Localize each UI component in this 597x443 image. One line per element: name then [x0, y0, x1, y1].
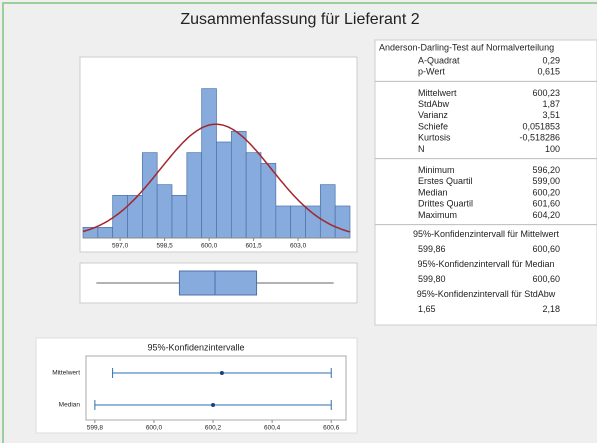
stat-name: Median [418, 187, 448, 197]
histogram-bar [230, 130, 247, 239]
histogram-bar [275, 205, 292, 239]
histogram-bar [334, 205, 351, 239]
interval-low: 599,80 [418, 274, 446, 284]
chart-title: Zusammenfassung für Lieferant 2 [180, 11, 419, 28]
interval-header: 95%-Konfidenzintervall für Mittelwert [413, 229, 560, 239]
interval-plot-area [85, 355, 347, 421]
histogram-bar [290, 205, 306, 239]
stat-name: Schiefe [418, 121, 448, 131]
x-tick-label: 598,5 [156, 243, 173, 250]
histogram-bar [260, 162, 277, 239]
interval-header: 95%-Konfidenzintervall für Median [417, 259, 554, 269]
interval-point [211, 403, 216, 407]
stat-value: -0,518286 [519, 133, 560, 143]
x-tick-label: 603,0 [290, 243, 307, 250]
stat-value: 0,051853 [522, 121, 560, 131]
histogram-bar [319, 184, 336, 239]
histogram-bar [127, 194, 143, 239]
histogram-bar [305, 205, 321, 239]
y-tick-label: Mittelwert [52, 370, 80, 377]
x-tick-label: 600,6 [323, 425, 340, 432]
stat-name: Varianz [418, 110, 448, 120]
stat-name: Minimum [418, 165, 455, 175]
interval-high: 2,18 [542, 304, 560, 314]
x-tick-label: 600,0 [201, 243, 218, 250]
stat-value: 0,29 [542, 55, 560, 65]
stat-value: 600,20 [532, 187, 560, 197]
histogram-bar [171, 194, 188, 239]
stat-value: 604,20 [532, 210, 560, 220]
stat-value: 600,23 [532, 88, 560, 98]
stat-value: 0,615 [537, 67, 560, 77]
histogram-bar [141, 152, 158, 239]
histogram-bar [156, 184, 173, 239]
stat-value: 596,20 [532, 165, 560, 175]
x-tick-label: 597,0 [112, 243, 129, 250]
interval-high: 600,60 [532, 244, 560, 254]
stat-name: Mittelwert [418, 88, 457, 98]
stat-value: 1,87 [542, 99, 560, 109]
interval-high: 600,60 [532, 274, 560, 284]
stat-name: Maximum [418, 210, 457, 220]
normal-curve [82, 123, 351, 233]
x-tick-label: 600,2 [205, 425, 222, 432]
stat-name: Kurtosis [418, 133, 451, 143]
histogram-bar [186, 152, 203, 239]
interval-header: 95%-Konfidenzintervall für StdAbw [417, 289, 556, 299]
histogram-bar [97, 226, 114, 239]
stat-name: A-Quadrat [418, 55, 460, 65]
stat-value: 100 [545, 144, 560, 154]
interval-low: 1,65 [418, 304, 436, 314]
x-tick-label: 601,5 [245, 243, 262, 250]
box [178, 270, 258, 296]
stat-value: 601,60 [532, 199, 560, 209]
stat-name: StdAbw [418, 99, 450, 109]
interval-title: 95%-Konfidenzintervalle [147, 342, 244, 352]
histogram-bar [245, 152, 262, 239]
stat-value: 3,51 [542, 110, 560, 120]
histogram-bar [201, 88, 217, 239]
stat-name: N [418, 144, 425, 154]
x-tick-label: 600,0 [146, 425, 163, 432]
y-tick-label: Median [59, 402, 81, 409]
stats-header: Anderson-Darling-Test auf Normalverteilu… [379, 42, 554, 52]
interval-low: 599,86 [418, 244, 446, 254]
stat-name: Erstes Quartil [418, 176, 473, 186]
interval-point [219, 371, 224, 375]
histogram-bar [216, 141, 232, 239]
stat-value: 599,00 [532, 176, 560, 186]
stat-name: Drittes Quartil [418, 199, 473, 209]
stat-name: p-Wert [418, 67, 445, 77]
stats-panel [374, 39, 597, 326]
x-tick-label: 599,8 [87, 425, 104, 432]
x-tick-label: 600,4 [264, 425, 281, 432]
